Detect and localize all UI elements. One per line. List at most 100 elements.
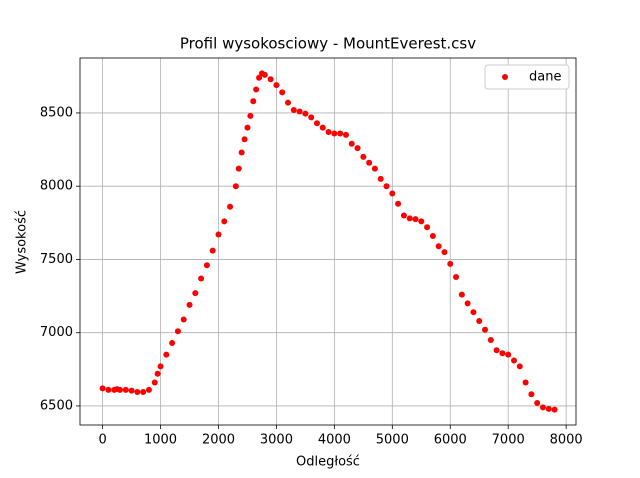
data-point <box>250 98 257 105</box>
data-point <box>551 406 558 413</box>
data-point <box>534 400 541 407</box>
data-point <box>366 159 373 166</box>
data-point <box>273 82 280 89</box>
data-point <box>140 389 147 396</box>
data-point <box>134 389 141 396</box>
data-point <box>99 385 106 392</box>
data-point <box>261 71 268 78</box>
data-point <box>215 231 222 238</box>
data-point <box>290 107 297 114</box>
data-point <box>435 243 442 250</box>
data-point <box>331 130 338 137</box>
data-point <box>545 405 552 412</box>
data-point <box>377 175 384 182</box>
y-tick-label: 7000 <box>40 325 73 340</box>
data-point <box>145 386 152 393</box>
y-axis-label: Wysokość <box>15 210 30 274</box>
legend-box <box>484 64 570 90</box>
data-point <box>487 337 494 344</box>
data-point <box>406 215 413 222</box>
data-point <box>241 136 248 143</box>
y-tick-label: 8000 <box>40 179 73 194</box>
data-point <box>325 128 332 135</box>
data-point <box>296 108 303 115</box>
data-point <box>157 363 164 370</box>
data-point <box>198 275 205 282</box>
x-tick-label: 7000 <box>492 433 525 448</box>
data-point <box>418 218 425 225</box>
x-tick-label: 4000 <box>318 433 351 448</box>
data-point <box>464 300 471 307</box>
x-tick-label: 2000 <box>202 433 235 448</box>
data-point <box>244 124 251 131</box>
data-point <box>169 339 176 346</box>
data-point <box>447 260 454 267</box>
data-point <box>128 387 135 394</box>
data-point <box>235 165 242 172</box>
data-point <box>389 190 396 197</box>
chart-title: Profil wysokosciowy - MountEverest.csv <box>180 35 476 53</box>
data-point <box>154 370 161 377</box>
data-point <box>308 114 315 121</box>
data-point <box>383 183 390 190</box>
data-point <box>253 86 260 93</box>
data-point <box>348 140 355 147</box>
data-point <box>342 131 349 138</box>
data-point <box>424 224 431 231</box>
x-tick-label: 3000 <box>260 433 293 448</box>
data-point <box>232 183 239 190</box>
x-tick-label: 5000 <box>376 433 409 448</box>
data-point <box>511 357 517 364</box>
data-point <box>505 351 512 358</box>
data-point <box>313 120 320 127</box>
data-point <box>285 99 292 106</box>
data-point <box>453 274 460 281</box>
data-point <box>256 74 263 81</box>
data-point <box>522 379 529 386</box>
data-point <box>105 386 112 393</box>
data-point <box>539 404 546 411</box>
data-point <box>267 76 274 83</box>
data-point <box>458 291 465 298</box>
data-point <box>192 290 199 297</box>
data-point <box>116 386 123 393</box>
y-tick-label: 6500 <box>40 398 73 413</box>
data-point <box>247 112 254 119</box>
data-point <box>319 124 326 131</box>
data-point <box>429 233 436 240</box>
data-point <box>476 317 483 324</box>
data-point <box>412 216 419 223</box>
x-tick-label: 1000 <box>144 433 177 448</box>
data-point <box>279 89 286 96</box>
data-point <box>122 386 129 393</box>
data-point <box>227 203 234 210</box>
data-point <box>482 326 489 333</box>
data-point <box>516 363 523 370</box>
data-point <box>203 262 210 269</box>
plot-frame <box>79 57 577 426</box>
data-point <box>209 247 216 254</box>
x-tick-label: 8000 <box>550 433 583 448</box>
x-tick-label: 6000 <box>434 433 467 448</box>
data-point <box>151 379 158 386</box>
data-point <box>360 153 367 160</box>
data-point <box>371 165 378 172</box>
y-tick-label: 7500 <box>40 252 73 267</box>
x-tick-label: 0 <box>98 433 106 448</box>
data-point <box>238 149 245 156</box>
data-point <box>174 328 181 335</box>
data-point <box>493 347 500 354</box>
data-point <box>180 316 187 323</box>
legend-label: dane <box>529 70 561 85</box>
x-axis-label: Odległość <box>296 455 360 470</box>
data-point <box>441 249 448 256</box>
data-point <box>528 391 535 398</box>
data-point <box>163 351 170 358</box>
data-point <box>302 110 309 117</box>
data-point <box>186 301 193 308</box>
data-point <box>354 145 361 152</box>
data-point <box>395 200 402 207</box>
data-point <box>470 309 477 316</box>
legend-marker <box>502 74 508 80</box>
